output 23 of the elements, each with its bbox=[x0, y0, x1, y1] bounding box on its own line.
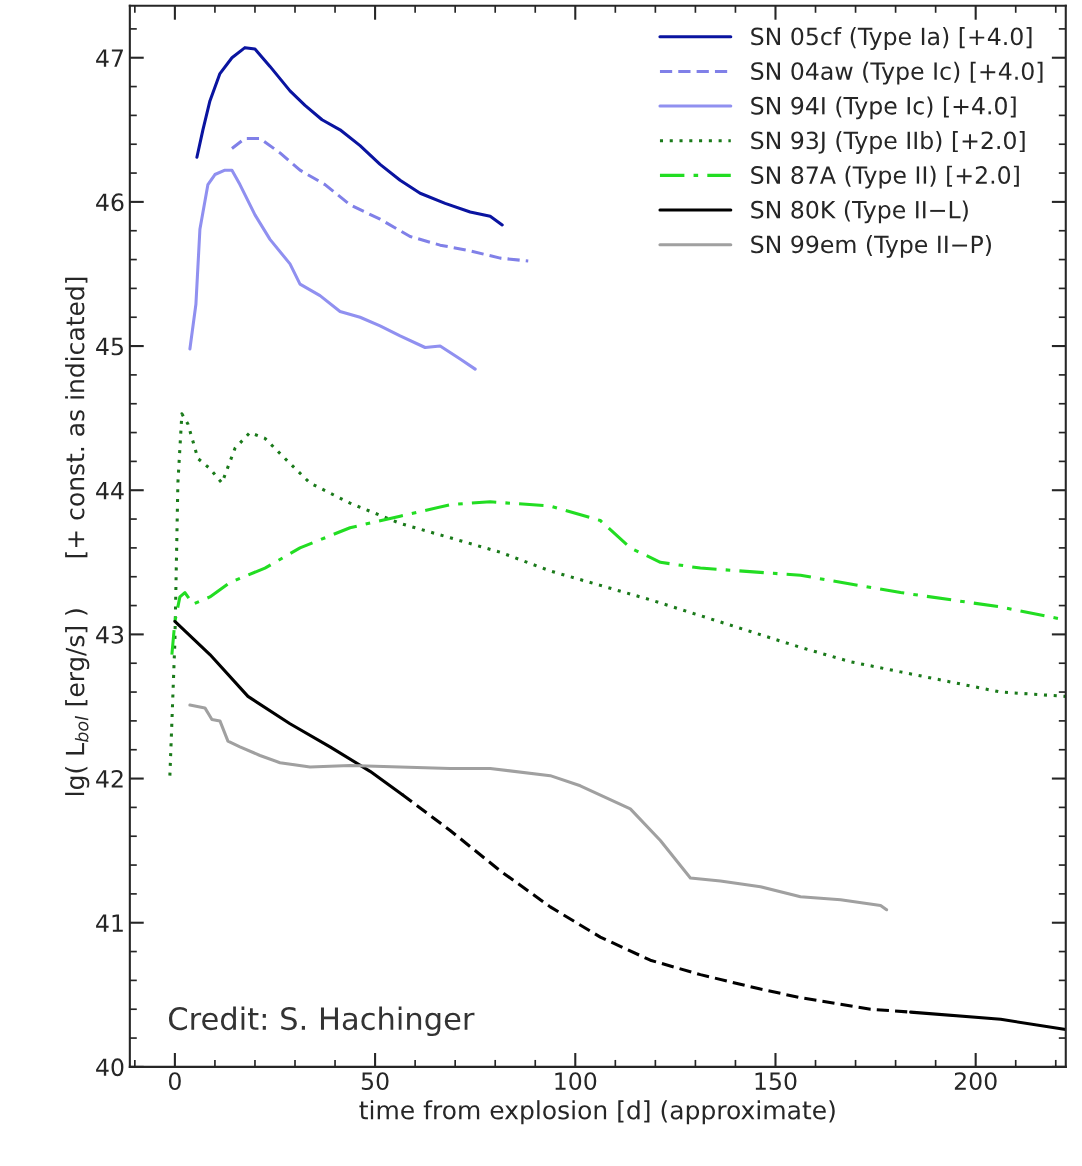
y-tick-label: 42 bbox=[96, 770, 123, 788]
legend-label: SN 04aw (Type Ic) [+4.0] bbox=[751, 61, 1043, 85]
y-tick-label: 44 bbox=[96, 481, 124, 500]
x-tick-label: 0 bbox=[168, 1072, 181, 1091]
y-axis-title: lg( L$_{bol}$ [erg/s] ) [+ const. as indicated] bbox=[65, 277, 90, 795]
x-tick-label: 150 bbox=[755, 1072, 797, 1091]
y-tick-label: 41 bbox=[96, 914, 123, 932]
y-tick-label: 46 bbox=[96, 193, 124, 212]
legend-label: SN 94I (Type Ic) [+4.0] bbox=[751, 96, 1016, 120]
legend-label: SN 93J (Type IIb) [+2.0] bbox=[751, 131, 1025, 154]
y-tick-label: 45 bbox=[96, 337, 123, 356]
y-tick-label: 40 bbox=[96, 1058, 124, 1077]
x-axis-title: time from explosion [d] (approximate) bbox=[359, 1100, 835, 1125]
legend-label: SN 99em (Type II−P) bbox=[751, 235, 991, 258]
annotation: Credit: S. Hachinger bbox=[168, 1006, 475, 1037]
x-tick-label: 200 bbox=[954, 1072, 997, 1091]
legend-label: SN 80K (Type II−L) bbox=[751, 200, 968, 224]
y-tick-label: 43 bbox=[96, 625, 124, 644]
x-tick-label: 50 bbox=[361, 1072, 389, 1091]
y-tick-label: 47 bbox=[96, 49, 123, 67]
legend-label: SN 87A (Type II) [+2.0] bbox=[751, 165, 1019, 189]
legend-label: SN 05cf (Type Ia) [+4.0] bbox=[751, 27, 1032, 50]
x-tick-label: 100 bbox=[555, 1072, 597, 1091]
